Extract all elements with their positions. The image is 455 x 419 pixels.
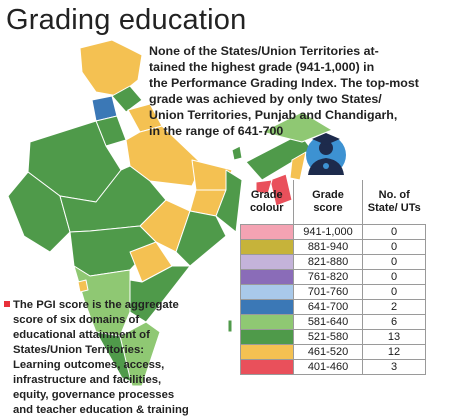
note-line: Learning outcomes, access, — [4, 358, 189, 373]
grade-score: 581-640 — [293, 314, 363, 330]
region — [269, 173, 293, 207]
grade-score: 941-1,000 — [293, 224, 363, 240]
region — [255, 179, 273, 195]
region — [261, 111, 333, 143]
description-line: Union Territories, Punjab and Chandigarh… — [149, 108, 398, 122]
note-text: and teacher education & training — [13, 404, 189, 416]
grade-colour — [240, 224, 294, 240]
note-line: infrastructure and facilities, — [4, 373, 189, 388]
description-line: grade was achieved by only two States/ — [149, 92, 382, 106]
note-line: The PGI score is the aggregate — [4, 298, 189, 313]
note-text: score of six domains of — [13, 314, 140, 326]
grade-colour — [240, 299, 294, 315]
table-row: 761-820 0 — [240, 269, 426, 285]
region — [119, 321, 161, 387]
grade-colour — [240, 344, 294, 360]
grade-score: 881-940 — [293, 239, 363, 255]
grade-score: 521-580 — [293, 329, 363, 345]
table-header: Grade colour Grade score No. of State/ UTs — [241, 180, 426, 225]
region — [231, 145, 243, 161]
grade-score: 641-700 — [293, 299, 363, 315]
state-count: 2 — [362, 299, 426, 315]
grade-score: 401-460 — [293, 359, 363, 375]
region — [139, 199, 191, 253]
note-text: States/Union Territories: — [13, 344, 144, 356]
grade-colour — [240, 269, 294, 285]
grade-colour — [240, 314, 294, 330]
region — [215, 169, 243, 233]
region — [111, 85, 143, 113]
table-row: 881-940 0 — [240, 239, 426, 255]
note-line: and teacher education & training — [4, 403, 189, 418]
icon-cap — [312, 133, 340, 145]
grade-score: 761-820 — [293, 269, 363, 285]
state-count: 13 — [362, 329, 426, 345]
table-body: 941-1,000 0 881-940 0 821-880 0 761-820 0 701-76… — [240, 224, 426, 375]
grade-score: 701-760 — [293, 284, 363, 300]
table-row: 581-640 6 — [240, 314, 426, 330]
state-count: 3 — [362, 359, 426, 375]
icon-medal — [323, 163, 329, 169]
region — [77, 279, 89, 293]
title: Grading education — [6, 4, 247, 36]
description-line: in the range of 641-700 — [149, 124, 284, 138]
description-line: tained the highest grade (941-1,000) in — [149, 60, 375, 74]
state-count: 0 — [362, 254, 426, 270]
note-text: infrastructure and facilities, — [13, 374, 162, 386]
note-text: equity, governance processes — [13, 389, 175, 401]
grade-score: 821-880 — [293, 254, 363, 270]
table-row: 701-760 0 — [240, 284, 426, 300]
note-line: score of six domains of — [4, 313, 189, 328]
region — [227, 319, 233, 333]
description: None of the States/Union Territories at-… — [149, 43, 419, 139]
column-header: Grade score — [293, 180, 363, 225]
grade-colour — [240, 254, 294, 270]
state-count: 0 — [362, 239, 426, 255]
bullet — [4, 301, 10, 307]
table-row: 641-700 2 — [240, 299, 426, 315]
state-count: 0 — [362, 224, 426, 240]
india-map — [7, 39, 333, 387]
note-line: educational attainment of — [4, 328, 189, 343]
region — [175, 210, 227, 267]
column-header: No. of State/ UTs — [362, 180, 426, 225]
region — [79, 39, 143, 97]
graduate-icon — [306, 133, 346, 175]
grade-colour — [240, 239, 294, 255]
note: The PGI score is the aggregate score of s… — [4, 298, 189, 418]
table-row: 461-520 12 — [240, 344, 426, 360]
description-line: None of the States/Union Territories at- — [149, 44, 379, 58]
region — [73, 265, 131, 337]
description-line: the Performance Grading Index. The top-m… — [149, 76, 419, 90]
grade-colour — [240, 359, 294, 375]
note-text: educational attainment of — [13, 329, 150, 341]
column-header: Grade colour — [249, 189, 284, 214]
table-row: 941-1,000 0 — [240, 224, 426, 240]
icon-head — [319, 141, 333, 155]
state-count: 6 — [362, 314, 426, 330]
grade-colour — [240, 329, 294, 345]
grade-table: Grade colour Grade score No. of State/ UTs… — [240, 180, 426, 375]
table-row: 521-580 13 — [240, 329, 426, 345]
note-line: equity, governance processes — [4, 388, 189, 403]
grade-score: 461-520 — [293, 344, 363, 360]
state-count: 0 — [362, 284, 426, 300]
state-count: 12 — [362, 344, 426, 360]
table-row: 401-460 3 — [240, 359, 426, 375]
state-count: 0 — [362, 269, 426, 285]
note-line: States/Union Territories: — [4, 343, 189, 358]
note-text: The PGI score is the aggregate — [13, 299, 179, 311]
table-row: 821-880 0 — [240, 254, 426, 270]
note-text: Learning outcomes, access, — [13, 359, 165, 371]
header-row: Grade colour Grade score No. of State/ UTs — [241, 180, 426, 225]
grade-colour — [240, 284, 294, 300]
